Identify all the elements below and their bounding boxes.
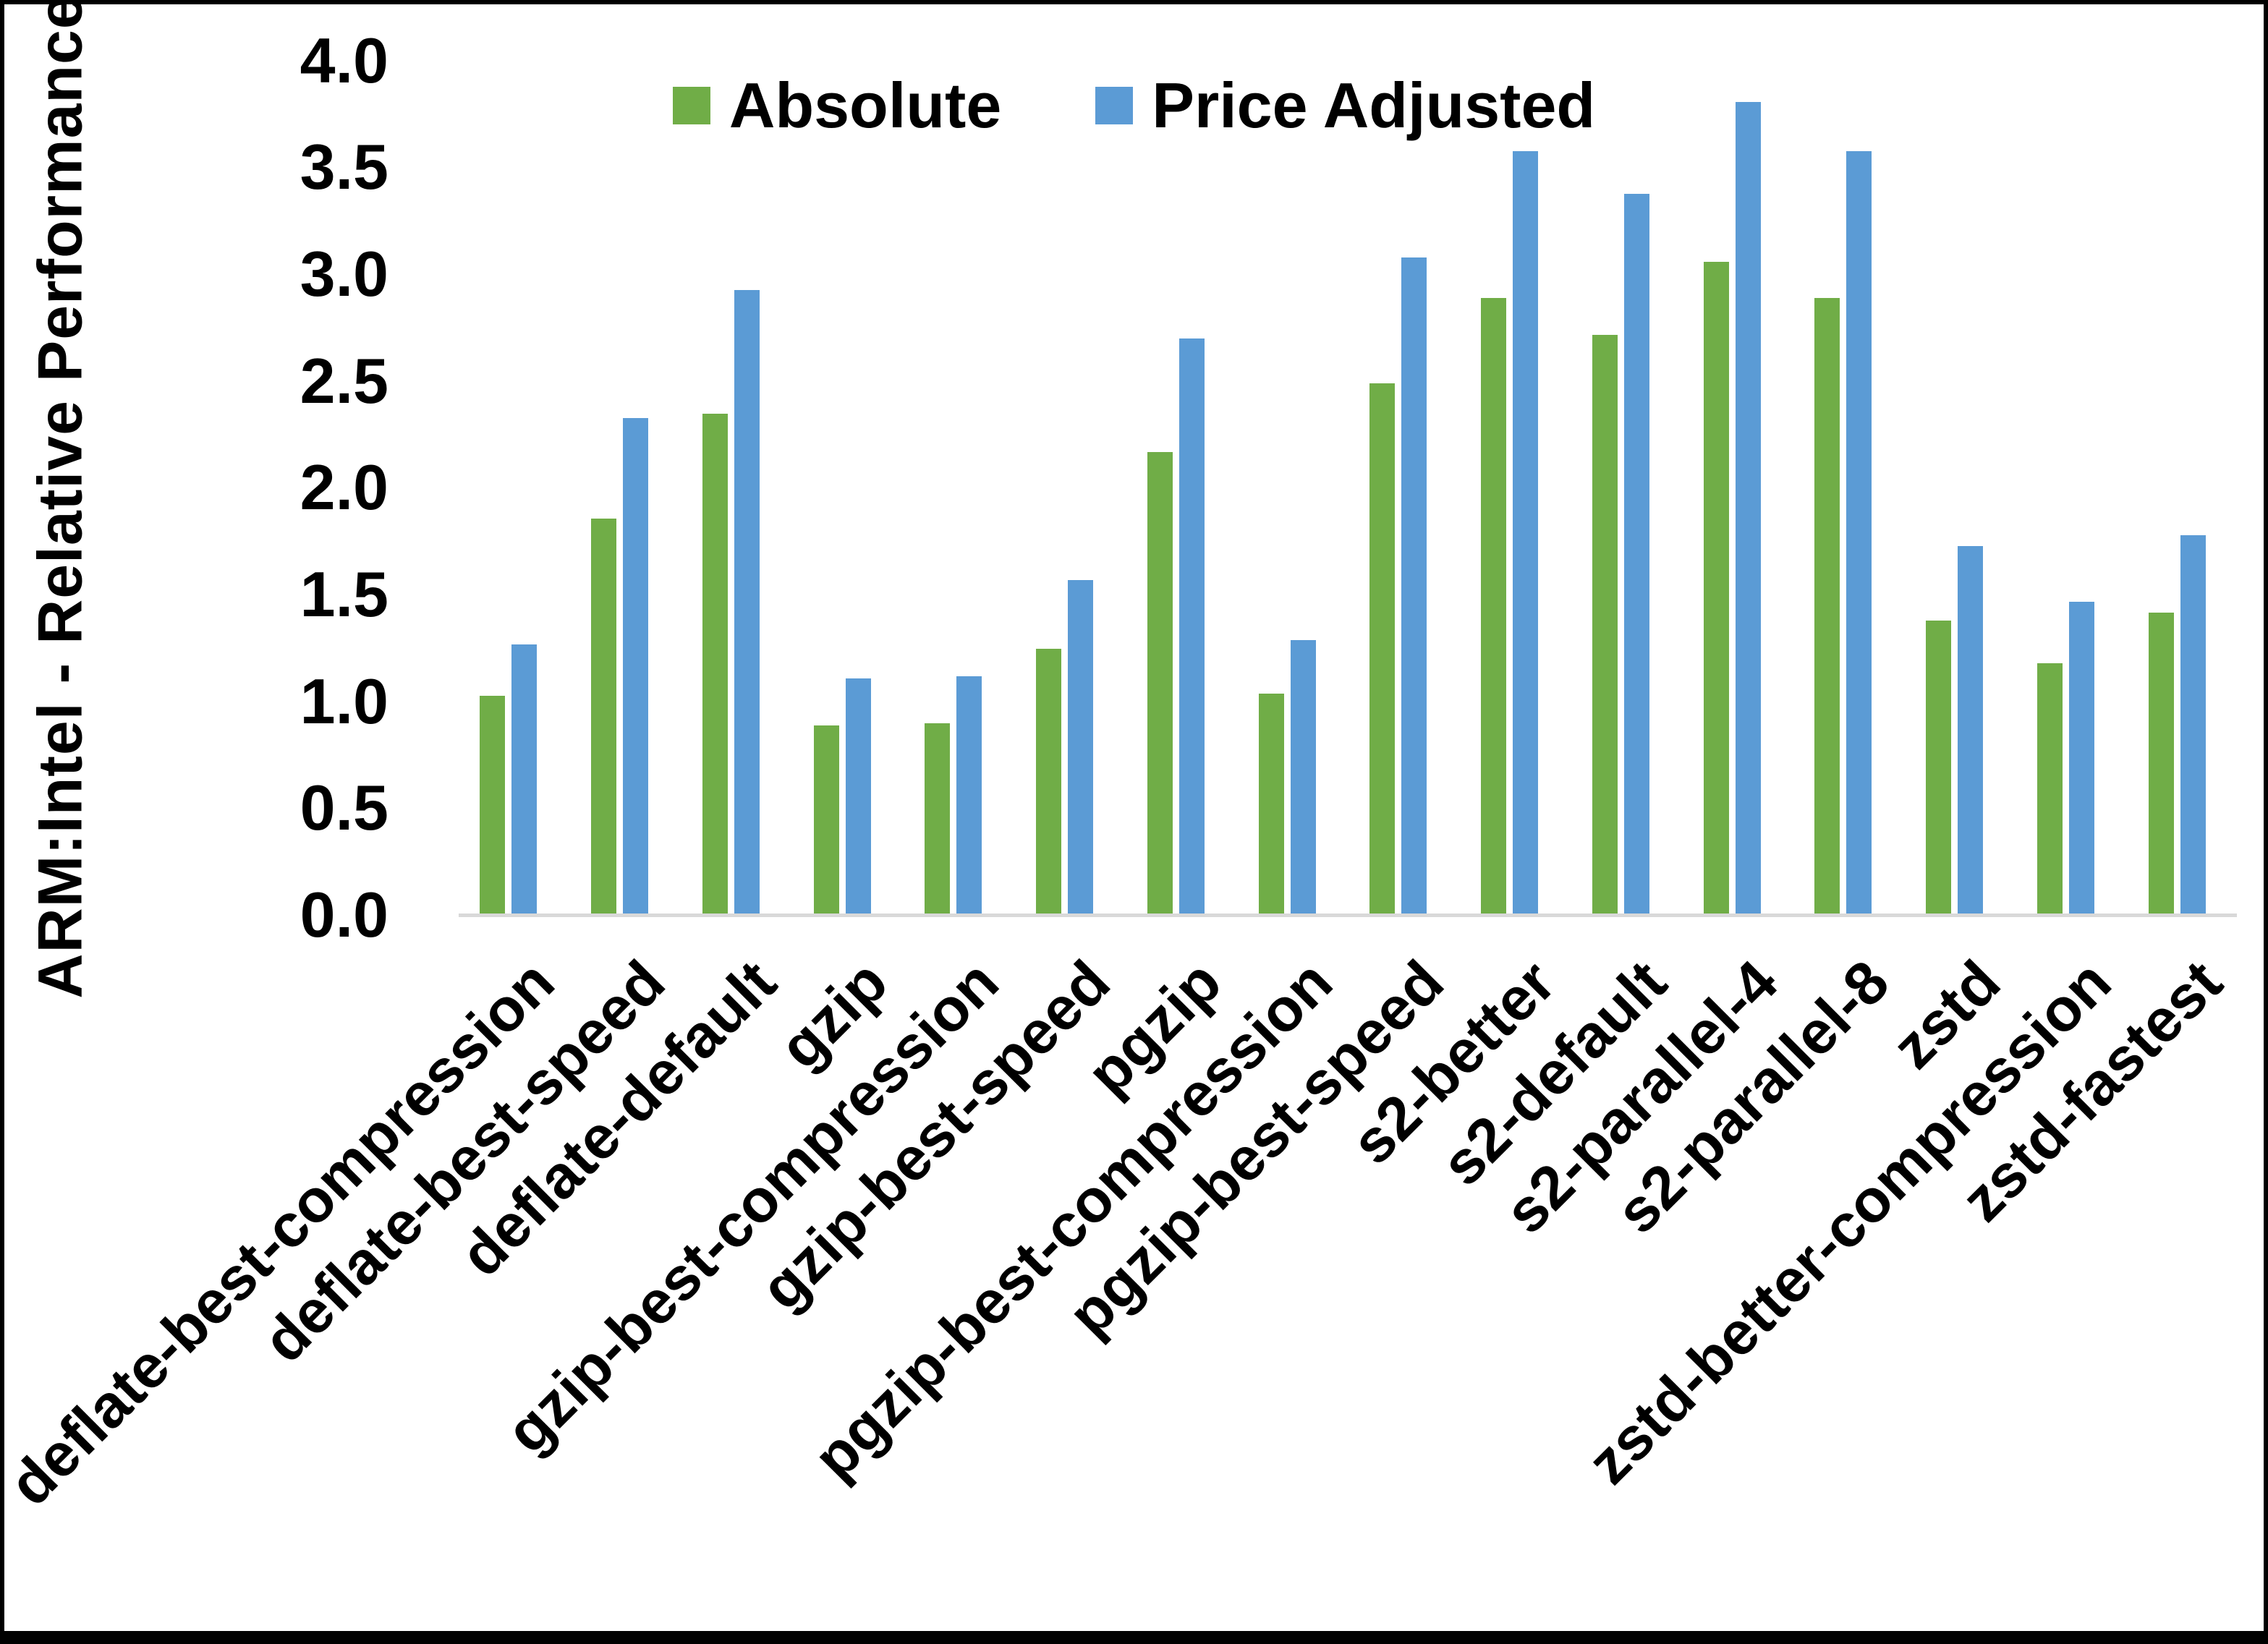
bar-price-adjusted-s2-better (1513, 151, 1538, 913)
y-tick-label-0.5: 0.5 (300, 772, 388, 844)
bar-absolute-deflate-best-compression (480, 696, 505, 913)
bar-absolute-zstd-fastest (2149, 613, 2174, 913)
y-tick-label-0.0: 0.0 (300, 879, 388, 950)
legend-swatch-absolute (672, 87, 710, 124)
legend-swatch-price-adjusted (1095, 87, 1134, 124)
y-tick-label-1.5: 1.5 (300, 558, 388, 630)
bar-price-adjusted-s2-default (1624, 194, 1649, 913)
bar-price-adjusted-deflate-best-speed (623, 418, 648, 913)
bar-price-adjusted-gzip-best-speed (1068, 580, 1093, 913)
legend-label-absolute: Absolute (729, 69, 1002, 141)
bar-absolute-gzip-best-speed (1036, 649, 1061, 913)
legend-label-price-adjusted: Price Adjusted (1152, 69, 1596, 141)
bar-absolute-gzip (814, 725, 839, 913)
x-axis-line (459, 913, 2237, 917)
bar-absolute-s2-parallel-4 (1704, 262, 1729, 913)
y-tick-label-1.0: 1.0 (300, 665, 388, 737)
y-tick-label-2.0: 2.0 (300, 451, 388, 524)
bar-price-adjusted-zstd-fastest (2180, 535, 2206, 913)
bar-absolute-pgzip-best-speed (1369, 383, 1395, 913)
bar-absolute-zstd (1926, 621, 1951, 913)
bar-absolute-zstd-better-compression (2037, 663, 2063, 913)
bar-price-adjusted-deflate-best-compression (511, 644, 537, 913)
bar-absolute-gzip-best-compression (925, 723, 950, 913)
bar-price-adjusted-deflate-default (734, 290, 760, 913)
bar-price-adjusted-pgzip-best-compression (1291, 640, 1316, 913)
y-axis-title: ARM:Intel - Relative Performance (25, 0, 95, 999)
bar-absolute-s2-better (1481, 298, 1506, 913)
bar-price-adjusted-s2-parallel-8 (1846, 151, 1872, 913)
y-tick-label-3.5: 3.5 (300, 131, 388, 203)
bar-absolute-pgzip-best-compression (1259, 694, 1284, 913)
bar-absolute-pgzip (1147, 452, 1173, 913)
chart-legend: Absolute Price Adjusted (4, 74, 2264, 137)
y-tick-label-3.0: 3.0 (300, 237, 388, 310)
bar-absolute-deflate-default (702, 414, 728, 913)
bar-price-adjusted-gzip-best-compression (956, 676, 982, 913)
bar-price-adjusted-zstd (1958, 546, 1983, 913)
legend-item-absolute: Absolute (672, 69, 1002, 141)
bar-price-adjusted-zstd-better-compression (2069, 602, 2094, 913)
bar-price-adjusted-gzip (846, 678, 871, 913)
y-tick-label-4.0: 4.0 (300, 24, 388, 96)
bar-absolute-s2-default (1592, 335, 1618, 913)
bar-price-adjusted-pgzip (1179, 338, 1205, 913)
bar-absolute-s2-parallel-8 (1814, 298, 1840, 913)
bar-price-adjusted-s2-parallel-4 (1736, 102, 1761, 913)
legend-item-price-adjusted: Price Adjusted (1095, 74, 1595, 137)
bar-absolute-deflate-best-speed (591, 519, 616, 913)
bar-price-adjusted-pgzip-best-speed (1401, 257, 1427, 913)
y-tick-label-2.5: 2.5 (300, 344, 388, 417)
